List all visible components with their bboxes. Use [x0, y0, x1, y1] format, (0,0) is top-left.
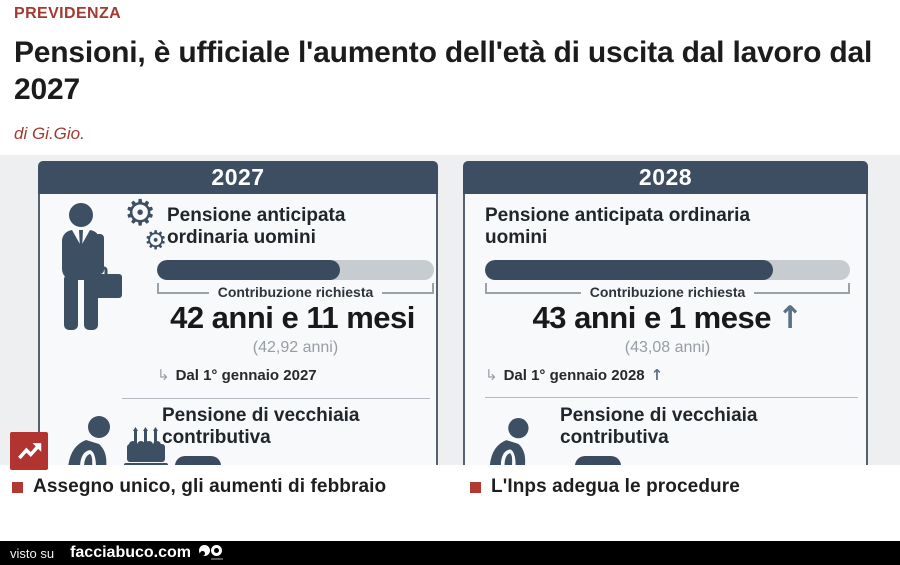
progress-fill	[157, 260, 340, 280]
gear-icon-small: ⚙	[144, 226, 168, 256]
article-headline: Pensioni, è ufficiale l'aumento dell'età…	[14, 36, 873, 106]
panel-2028-year: 2028	[463, 161, 868, 194]
article-byline: di Gi.Gio.	[14, 124, 85, 143]
bracket-line	[754, 282, 851, 294]
bracket-line	[485, 282, 581, 294]
panel-2028: 2028 Pensione anticipata ordinaria uomin…	[463, 161, 868, 465]
footer-brand-link[interactable]: facciabuco.com	[70, 544, 192, 561]
pension-infographic: 2027 ⚙ ⚙	[0, 155, 900, 465]
red-bullet-icon	[470, 481, 481, 493]
effective-date-row: ↳ Dal 1° gennaio 2028 ↑	[485, 366, 663, 384]
elderly-person-icon	[66, 416, 116, 465]
eye-right	[211, 545, 223, 556]
related-link-label: Assegno unico, gli aumenti di febbraio	[33, 476, 387, 497]
contribution-progress-bar	[157, 260, 434, 280]
main-value-text: 42 anni e 11 mesi	[170, 300, 415, 335]
trending-up-badge	[10, 432, 48, 470]
bracket-label: Contribuzione richiesta	[217, 284, 374, 300]
contribution-bracket: Contribuzione richiesta	[157, 282, 435, 300]
birthday-cake-icon	[122, 427, 170, 465]
trending-up-icon	[18, 443, 42, 460]
related-link-label: L'Inps adegua le procedure	[491, 476, 740, 497]
contribution-progress-bar	[485, 260, 850, 280]
bracket-label: Contribuzione richiesta	[589, 284, 746, 300]
main-value: 43 anni e 1 mese ↑	[485, 300, 850, 336]
section-divider	[485, 397, 858, 398]
elderly-person-icon	[487, 418, 535, 465]
partial-progress-bar	[175, 456, 221, 465]
return-arrow-icon: ↳	[485, 366, 498, 384]
return-arrow-icon: ↳	[157, 366, 170, 384]
panel-2028-body: Pensione anticipata ordinaria uomini Con…	[463, 194, 868, 465]
main-value-text: 43 anni e 1 mese	[532, 300, 772, 335]
up-arrow-icon: ↑	[650, 366, 664, 384]
footer-prefix: visto su	[10, 545, 55, 561]
up-arrow-icon: ↑	[776, 300, 803, 336]
eye-left	[199, 545, 211, 556]
progress-fill	[485, 260, 774, 280]
vecchiaia-title: Pensione di vecchiaia contributiva	[162, 405, 360, 448]
panel-2027: 2027 ⚙ ⚙	[38, 161, 438, 465]
partial-progress-bar	[575, 456, 621, 465]
anticipata-title: Pensione anticipata ordinaria uomini	[485, 205, 751, 248]
panel-2027-year: 2027	[38, 161, 438, 194]
vecchiaia-title: Pensione di vecchiaia contributiva	[560, 405, 758, 448]
bracket-line	[382, 282, 435, 294]
related-links: Assegno unico, gli aumenti di febbraio L…	[0, 472, 900, 506]
businessman-icon	[54, 202, 126, 349]
effective-date-text: Dal 1° gennaio 2027	[175, 367, 317, 384]
sub-value: (42,92 anni)	[252, 339, 339, 356]
contribution-bracket: Contribuzione richiesta	[485, 282, 851, 300]
effective-date-text: Dal 1° gennaio 2028	[503, 367, 645, 384]
related-link-assegno-unico[interactable]: Assegno unico, gli aumenti di febbraio	[12, 476, 386, 498]
related-link-inps[interactable]: L'Inps adegua le procedure	[470, 476, 740, 498]
red-bullet-icon	[12, 481, 23, 493]
anticipata-title: Pensione anticipata ordinaria uomini	[167, 205, 346, 248]
footer-bar: visto su facciabuco.com	[0, 541, 900, 565]
main-value: 42 anni e 11 mesi	[157, 300, 434, 336]
gear-icon: ⚙	[124, 193, 157, 234]
section-kicker: PREVIDENZA	[14, 5, 122, 22]
panel-2027-body: ⚙ ⚙ Pensione anticipata ordinaria uomini…	[38, 194, 438, 465]
logo-dash	[211, 558, 224, 560]
section-divider	[122, 398, 430, 399]
bracket-line	[157, 282, 209, 294]
effective-date-row: ↳ Dal 1° gennaio 2027	[157, 366, 323, 384]
googly-eyes-icon	[199, 544, 225, 562]
sub-value: (43,08 anni)	[624, 339, 711, 356]
